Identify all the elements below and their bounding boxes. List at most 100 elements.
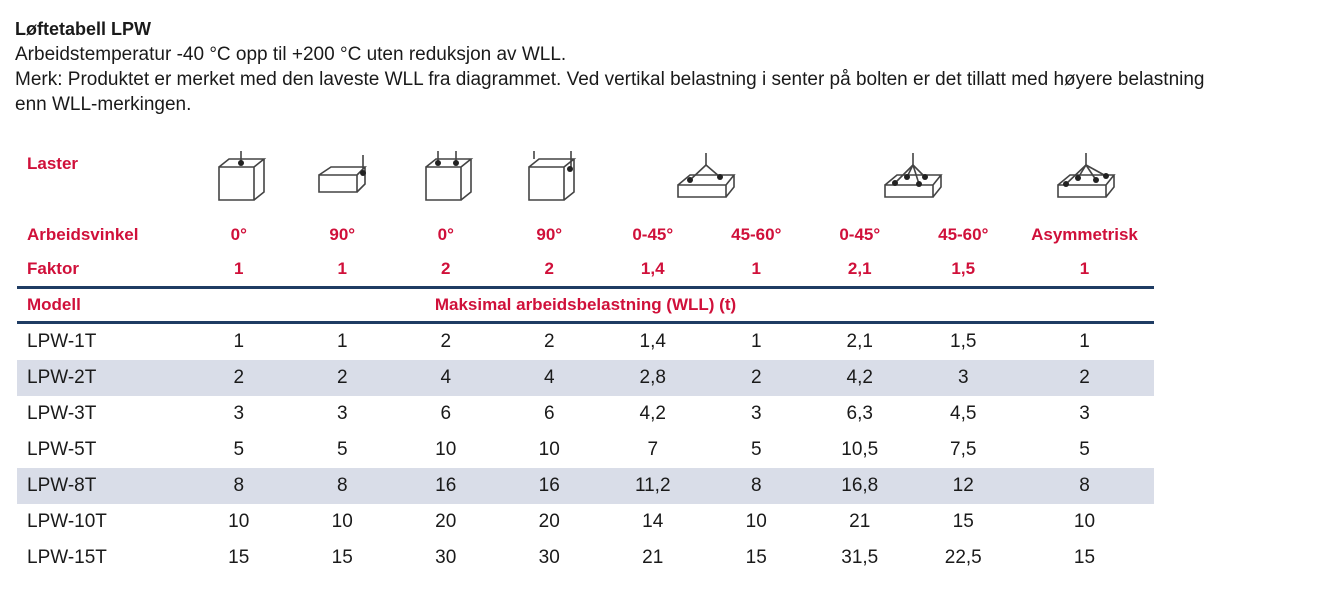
load-icons-row: Laster <box>17 140 1154 218</box>
cube-double-side-icon <box>498 147 602 212</box>
wll-cell: 15 <box>952 511 974 532</box>
header: Løftetabell LPW Arbeidstemperatur -40 °C… <box>15 17 1205 117</box>
rule-top <box>17 286 1154 289</box>
model-cell: LPW-1T <box>27 331 97 352</box>
wll-cell: 8 <box>750 475 762 496</box>
plate-two-leg-icon <box>601 147 808 212</box>
table-row: LPW-1T 1 1 2 2 1,4 1 2,1 1,5 1 <box>17 324 1154 360</box>
wll-cell: 11,2 <box>634 475 671 496</box>
wll-cell: 2 <box>543 331 555 352</box>
wll-cell: 3 <box>957 367 969 388</box>
factor-value: 2 <box>441 259 451 278</box>
angle-value: 45-60° <box>731 225 782 244</box>
wll-cell: 1,5 <box>950 331 977 352</box>
marking-note: Merk: Produktet er merket med den lavest… <box>15 69 1205 90</box>
factor-value: 1 <box>337 259 347 278</box>
marking-note-cont: enn WLL-merkingen. <box>15 94 192 115</box>
factor-value: 2,1 <box>847 259 872 278</box>
angle-value: 0° <box>437 225 454 244</box>
factor-value: 1,4 <box>640 259 665 278</box>
factor-value: 1 <box>234 259 244 278</box>
wll-cell: 2 <box>233 367 245 388</box>
angle-value: 90° <box>329 225 356 244</box>
wll-cell: 7,5 <box>950 439 977 460</box>
plate-four-leg-icon <box>808 147 1015 212</box>
laster-label: Laster <box>27 154 79 173</box>
lifting-table: Laster Arbeidsvinkel 0° 90° 0° 90° 0-45° 45-6… <box>17 140 1154 576</box>
wll-cell: 2 <box>1079 367 1090 388</box>
model-label: Modell <box>27 295 81 314</box>
wll-cell: 6,3 <box>846 403 873 424</box>
wll-cell: 5 <box>336 439 348 460</box>
wll-cell: 4,2 <box>846 367 873 388</box>
wll-cell: 2 <box>750 367 762 388</box>
wll-cell: 4 <box>543 367 555 388</box>
factor-value: 1 <box>1079 259 1090 278</box>
wll-cell: 21 <box>642 547 664 568</box>
wll-cell: 8 <box>336 475 348 496</box>
angle-value: 0-45° <box>839 225 881 244</box>
angle-value: 45-60° <box>938 225 989 244</box>
flat-box-side-icon <box>291 147 395 212</box>
wll-cell: 7 <box>647 439 659 460</box>
table-row: LPW-2T 2 2 4 4 2,8 2 4,2 3 2 <box>17 360 1154 396</box>
wll-cell: 2,8 <box>639 367 666 388</box>
wll-cell: 5 <box>233 439 245 460</box>
wll-cell: 8 <box>1079 475 1090 496</box>
factor-row: Faktor 1 1 2 2 1,4 1 2,1 1,5 1 <box>17 252 1154 286</box>
wll-cell: 1,4 <box>639 331 666 352</box>
table-row: LPW-5T 5 5 10 10 7 5 10,5 7,5 5 <box>17 432 1154 468</box>
wll-cell: 2,1 <box>846 331 873 352</box>
factor-value: 2 <box>544 259 554 278</box>
wll-cell: 1 <box>1079 331 1090 352</box>
wll-cell: 10,5 <box>841 439 879 460</box>
wll-cell: 4,5 <box>950 403 977 424</box>
wll-cell: 1 <box>750 331 762 352</box>
wll-cell: 5 <box>750 439 762 460</box>
wll-label: Maksimal arbeidsbelastning (WLL) (t) <box>434 295 737 314</box>
wll-cell: 8 <box>233 475 245 496</box>
wll-cell: 5 <box>1079 439 1090 460</box>
cube-single-top-icon <box>187 147 291 212</box>
wll-cell: 21 <box>849 511 871 532</box>
wll-cell: 1 <box>233 331 245 352</box>
wll-cell: 10 <box>331 511 353 532</box>
angle-value: 0° <box>230 225 247 244</box>
model-cell: LPW-8T <box>27 475 97 496</box>
wll-cell: 15 <box>228 547 250 568</box>
model-cell: LPW-5T <box>27 439 97 460</box>
wll-cell: 15 <box>745 547 767 568</box>
model-cell: LPW-3T <box>27 403 97 424</box>
wll-cell: 2 <box>336 367 348 388</box>
wll-cell: 10 <box>228 511 250 532</box>
plate-asymmetric-icon <box>1015 147 1154 212</box>
model-cell: LPW-10T <box>27 511 107 532</box>
wll-cell: 6 <box>543 403 555 424</box>
wll-cell: 16 <box>435 475 457 496</box>
wll-cell: 3 <box>336 403 348 424</box>
title: Løftetabell LPW <box>15 19 151 39</box>
wll-cell: 16 <box>538 475 560 496</box>
temperature-note: Arbeidstemperatur -40 °C opp til +200 °C… <box>15 44 567 65</box>
model-cell: LPW-15T <box>27 547 107 568</box>
wll-cell: 14 <box>642 511 664 532</box>
factor-label: Faktor <box>27 259 79 278</box>
model-cell: LPW-2T <box>27 367 97 388</box>
model-header-row: Modell Maksimal arbeidsbelastning (WLL) … <box>17 289 1154 321</box>
table-row: LPW-3T 3 3 6 6 4,2 3 6,3 4,5 3 <box>17 396 1154 432</box>
wll-cell: 3 <box>1079 403 1090 424</box>
table-row: LPW-15T 15 15 30 30 21 15 31,5 22,5 15 <box>17 540 1154 576</box>
wll-cell: 2 <box>440 331 452 352</box>
cube-double-top-icon <box>394 147 498 212</box>
wll-cell: 12 <box>952 475 974 496</box>
wll-cell: 6 <box>440 403 452 424</box>
factor-value: 1 <box>751 259 761 278</box>
angle-value: Asymmetrisk <box>1031 225 1138 244</box>
wll-cell: 31,5 <box>841 547 879 568</box>
wll-cell: 10 <box>1073 511 1096 532</box>
wll-cell: 10 <box>745 511 767 532</box>
wll-cell: 30 <box>538 547 560 568</box>
wll-cell: 1 <box>336 331 348 352</box>
wll-cell: 10 <box>435 439 457 460</box>
wll-cell: 10 <box>538 439 560 460</box>
